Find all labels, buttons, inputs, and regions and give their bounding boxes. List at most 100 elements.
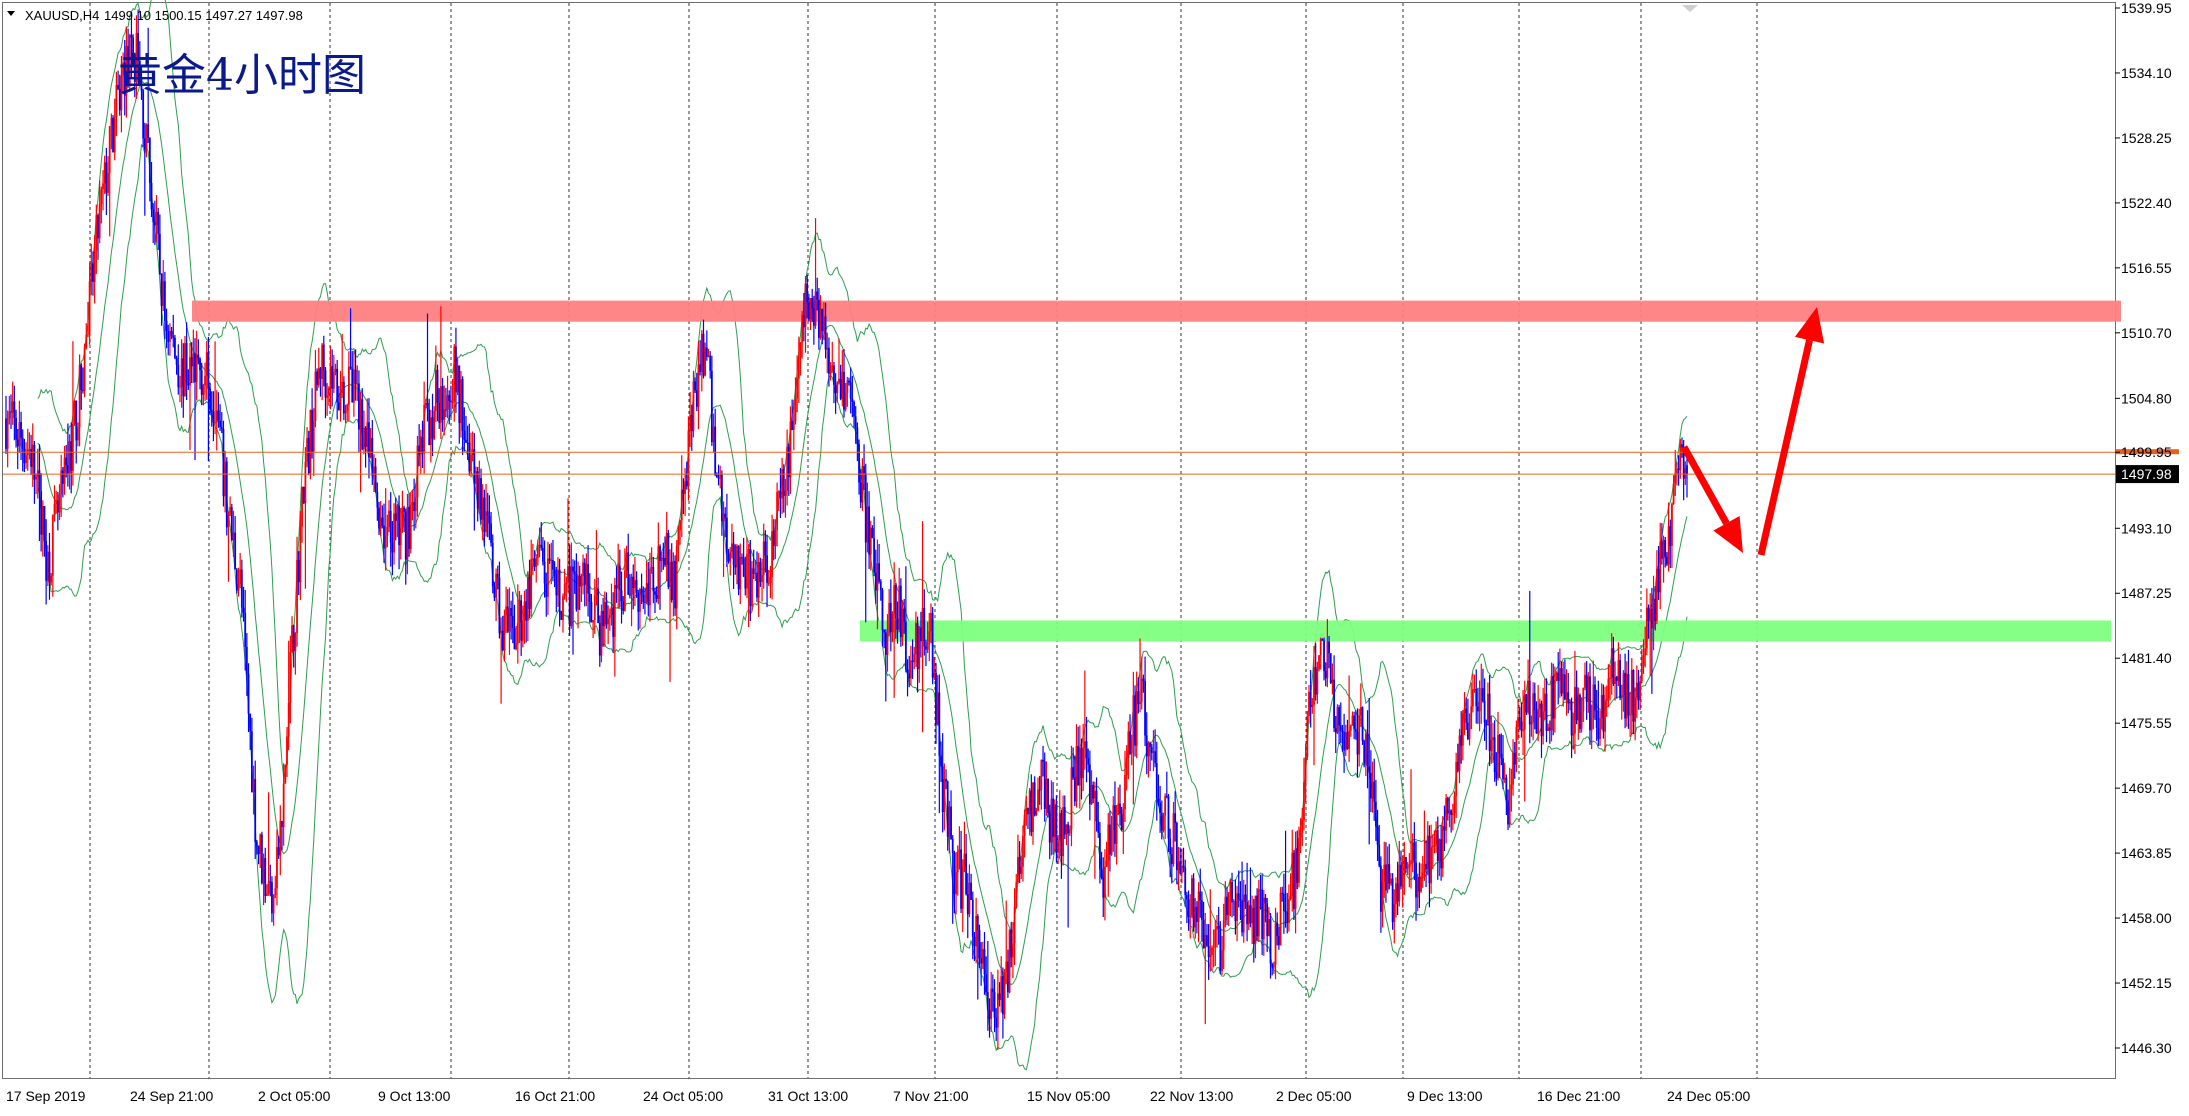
candle xyxy=(363,410,365,455)
x-axis-label: 2 Oct 05:00 xyxy=(258,1088,331,1104)
bollinger-middle-band xyxy=(37,80,1688,986)
candle xyxy=(311,388,313,459)
candle xyxy=(264,847,267,903)
candle xyxy=(1415,841,1417,921)
x-axis-label: 24 Oct 05:00 xyxy=(643,1088,723,1104)
candle xyxy=(854,406,857,444)
candle xyxy=(1473,674,1476,693)
support-zone[interactable] xyxy=(860,620,2111,642)
candle xyxy=(1563,659,1566,701)
candle xyxy=(1180,848,1183,884)
candle xyxy=(1374,779,1377,841)
arrow-down-icon[interactable] xyxy=(1680,445,1743,553)
candle xyxy=(881,587,884,647)
candle xyxy=(1043,752,1046,822)
candle xyxy=(700,330,703,392)
candle xyxy=(1349,724,1352,737)
candle xyxy=(1291,829,1294,912)
candle xyxy=(1659,522,1662,610)
candle xyxy=(1055,795,1058,863)
candle xyxy=(1083,670,1086,770)
candle xyxy=(774,519,777,560)
y-axis: 1539.95 1534.10 1528.25 1522.40 1516.55 1510.… xyxy=(2115,0,2172,1056)
candle xyxy=(1587,672,1590,713)
candle xyxy=(542,537,544,566)
candle xyxy=(1105,841,1108,868)
candle xyxy=(384,488,387,571)
candle xyxy=(1664,537,1667,568)
candle xyxy=(886,614,889,672)
candle xyxy=(1038,775,1041,805)
candle xyxy=(299,510,302,600)
candle xyxy=(632,564,635,610)
candle xyxy=(540,521,543,551)
candle xyxy=(207,336,210,461)
candle xyxy=(1062,795,1065,866)
candle xyxy=(1354,710,1357,740)
candle xyxy=(652,556,655,604)
candle xyxy=(1599,710,1601,746)
candle xyxy=(225,457,228,536)
candle xyxy=(543,540,546,598)
candle xyxy=(1477,687,1479,724)
candle xyxy=(120,56,123,133)
chart-shift-marker-icon[interactable] xyxy=(1682,5,1698,12)
candle xyxy=(506,589,509,634)
candle xyxy=(590,594,593,623)
candle xyxy=(786,429,789,506)
y-axis-label: 1458.00 xyxy=(2121,910,2172,926)
candle xyxy=(468,423,471,476)
candle xyxy=(1000,956,1003,1013)
candle xyxy=(164,271,166,340)
candle xyxy=(170,326,173,340)
candle xyxy=(169,323,171,356)
candle xyxy=(1189,894,1192,939)
candle xyxy=(602,597,605,647)
candle xyxy=(23,438,26,473)
candle xyxy=(1311,698,1314,714)
candle xyxy=(617,543,620,609)
candle xyxy=(797,336,800,404)
candle xyxy=(199,357,201,390)
candle xyxy=(1093,781,1096,879)
candle xyxy=(317,347,320,388)
candle xyxy=(1346,719,1349,750)
candle xyxy=(1120,806,1123,831)
candle xyxy=(916,616,919,693)
candle xyxy=(699,340,702,376)
candle xyxy=(6,410,9,468)
arrow-up-icon[interactable] xyxy=(1757,307,1825,556)
candle xyxy=(78,354,81,447)
candle xyxy=(439,306,442,439)
candle xyxy=(1012,922,1014,979)
candle xyxy=(751,561,753,612)
candle xyxy=(1303,757,1305,831)
candle xyxy=(465,415,467,443)
candle xyxy=(913,646,916,670)
candle xyxy=(1448,796,1451,828)
candle xyxy=(21,429,24,472)
candle xyxy=(851,375,854,418)
candle xyxy=(650,547,653,574)
candle xyxy=(1577,687,1580,740)
candle xyxy=(1505,774,1508,815)
candle xyxy=(222,420,225,507)
candle xyxy=(612,592,615,653)
candle xyxy=(342,376,345,421)
dropdown-triangle-icon[interactable] xyxy=(7,11,15,16)
candle xyxy=(1391,873,1394,930)
candle xyxy=(148,137,151,202)
candle xyxy=(503,609,506,662)
resistance-zone[interactable] xyxy=(192,300,2121,322)
candle xyxy=(476,467,479,522)
candle xyxy=(1523,680,1526,802)
candle xyxy=(637,589,640,631)
candle xyxy=(1169,828,1172,878)
candle xyxy=(488,495,491,541)
candle xyxy=(1308,684,1310,724)
candle xyxy=(261,831,263,885)
candle xyxy=(672,552,675,617)
x-axis-label: 16 Dec 21:00 xyxy=(1537,1088,1620,1104)
candle xyxy=(889,579,892,652)
